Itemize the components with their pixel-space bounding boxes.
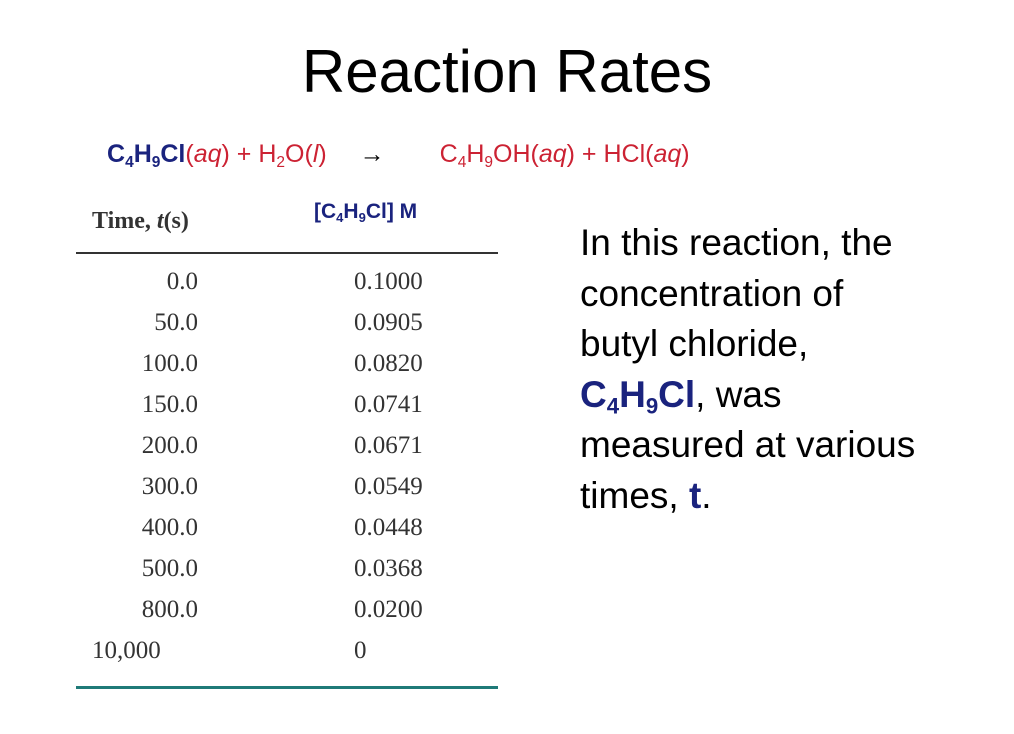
desc-line: C4H9Cl, was: [580, 373, 782, 419]
butyl-chloride-formula: C4H9Cl: [580, 373, 696, 419]
time-cell: 400.0: [141, 514, 198, 541]
reactant1-phase: (aq): [185, 140, 230, 168]
time-cell: 300.0: [141, 473, 198, 500]
desc-line: In this reaction, the: [580, 222, 893, 263]
reactant-water: H2O: [258, 140, 305, 171]
table-row: 300.0 0.0549: [76, 473, 498, 514]
table-row: 500.0 0.0368: [76, 555, 498, 596]
time-cell: 500.0: [141, 555, 198, 582]
description-text: In this reaction, the concentration of b…: [580, 218, 1000, 521]
product-hcl: HCl: [603, 140, 646, 168]
slide-title: Reaction Rates: [301, 38, 713, 105]
time-cell: 50.0: [154, 309, 198, 336]
reactant2-phase: (l): [304, 140, 327, 168]
desc-line: concentration of: [580, 272, 844, 314]
time-cell: 100.0: [141, 350, 198, 377]
concentration-cell: 0: [354, 637, 367, 664]
desc-line: butyl chloride,: [580, 323, 809, 364]
time-cell: 10,000: [92, 637, 161, 664]
reaction-equation: C4H9Cl(aq) + H2O(l) → C4H9OH(aq) + HCl(a…: [107, 139, 690, 171]
time-cell: 150.0: [141, 391, 198, 418]
concentration-cell: 0.0820: [354, 350, 423, 377]
reaction-arrow-icon: →: [359, 140, 385, 168]
table-row: 400.0 0.0448: [76, 514, 498, 555]
concentration-cell: 0.0905: [354, 309, 423, 336]
header-time: Time, t(s): [92, 208, 189, 234]
concentration-cell: 0.0549: [354, 473, 423, 500]
table-row: 200.0 0.0671: [76, 432, 498, 473]
table-row: 800.0 0.0200: [76, 596, 498, 637]
header-concentration: [C4H9Cl] M: [314, 200, 418, 226]
concentration-cell: 0.0448: [354, 514, 423, 541]
table-bottom-rule: [76, 686, 498, 689]
concentration-cell: 0.1000: [354, 268, 423, 295]
table-row: 150.0 0.0741: [76, 391, 498, 432]
table-row: 10,000 0: [76, 637, 498, 678]
table-row: 50.0 0.0905: [76, 309, 498, 350]
reactant-butyl-chloride: C4H9Cl: [107, 140, 186, 171]
time-cell: 200.0: [141, 432, 198, 459]
desc-line: measured at various: [580, 424, 916, 465]
concentration-cell: 0.0671: [354, 432, 423, 459]
plus-sign: +: [581, 140, 597, 168]
table-body: 0.0 0.1000 50.0 0.0905 100.0 0.0820 150.0 0.074…: [76, 268, 498, 678]
product1-phase: (aq): [530, 140, 575, 168]
table-row: 0.0 0.1000: [76, 268, 498, 309]
time-cell: 800.0: [141, 596, 198, 623]
concentration-cell: 0.0200: [354, 596, 423, 623]
product-butanol: C4H9OH: [439, 140, 531, 171]
time-symbol: t: [688, 474, 702, 516]
header-divider: [76, 252, 498, 254]
concentration-cell: 0.0741: [354, 391, 423, 418]
plus-sign: +: [236, 140, 252, 168]
time-cell: 0.0: [166, 268, 198, 295]
concentration-table: Time, t(s) [C4H9Cl] M 0.0 0.1000 50.0 0.090…: [76, 196, 498, 692]
concentration-cell: 0.0368: [354, 555, 423, 582]
desc-line: times, t.: [580, 474, 712, 516]
product2-phase: (aq): [645, 140, 690, 168]
table-row: 100.0 0.0820: [76, 350, 498, 391]
